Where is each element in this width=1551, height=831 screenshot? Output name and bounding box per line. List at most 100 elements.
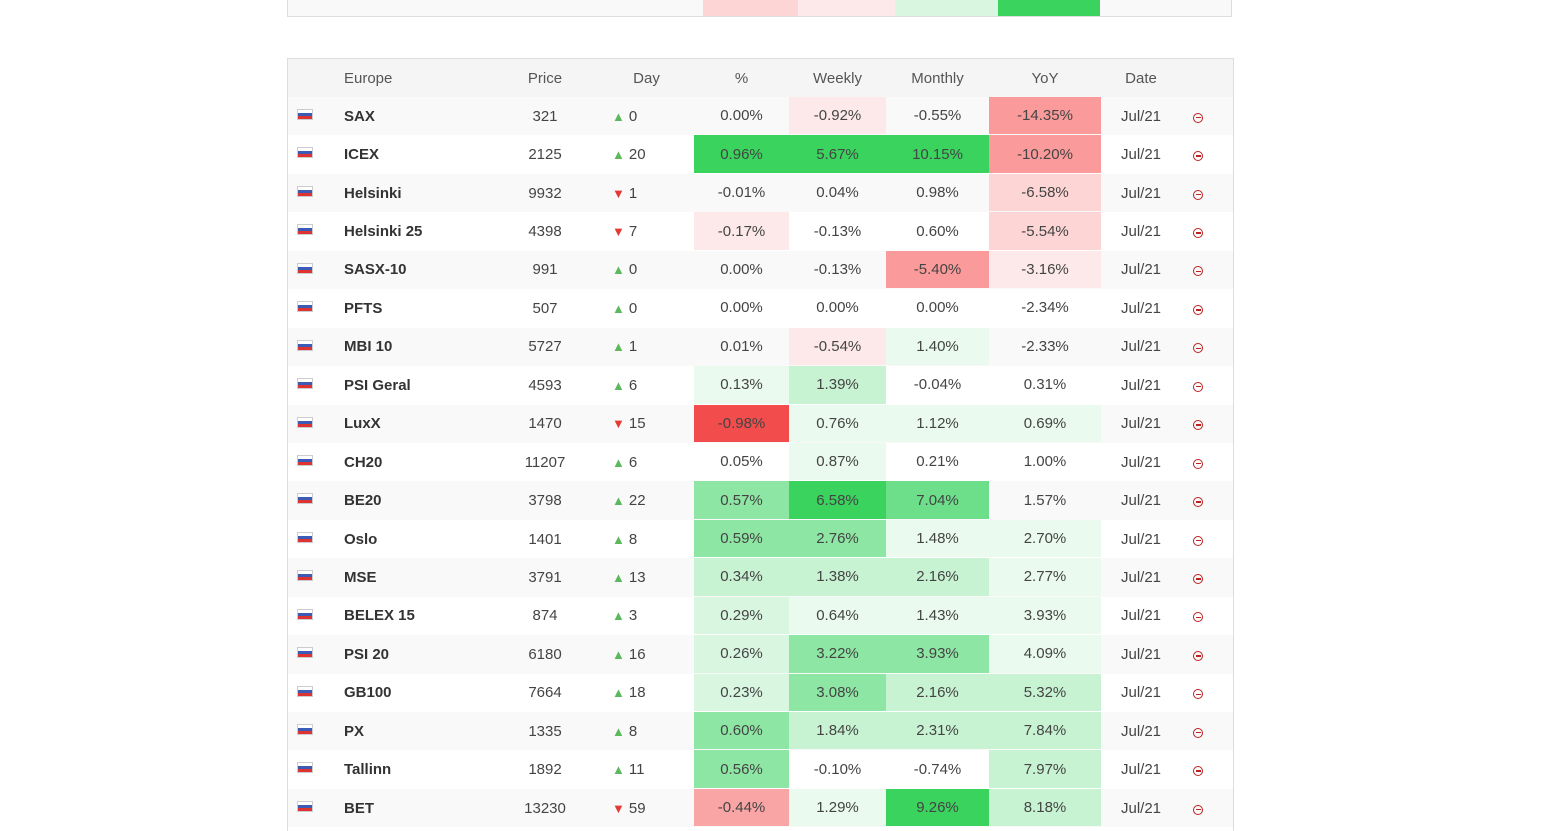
weekly-change: 3.08% <box>789 673 886 712</box>
remove-button[interactable] <box>1193 535 1203 546</box>
yoy-change: 7.97% <box>989 750 1101 788</box>
table-row: SASX-10 991 ▲ 0 0.00% -0.13% -5.40% -3.16% Jul/2… <box>287 250 1234 291</box>
yoy-change: 8.18% <box>989 788 1101 827</box>
day-change: ▲ 0 <box>599 251 707 289</box>
monthly-change: 1.43% <box>886 596 989 635</box>
weekly-change: 0.04% <box>816 184 859 202</box>
weekly-change: 0.64% <box>789 596 886 635</box>
remove-button[interactable] <box>1193 420 1203 431</box>
remove-button[interactable] <box>1193 228 1203 239</box>
remove-cell <box>1181 712 1244 750</box>
column-header: Date <box>1125 70 1157 87</box>
column-header: Monthly <box>911 70 964 87</box>
date: Jul/21 <box>1120 722 1162 740</box>
monthly-change: 1.48% <box>886 519 989 558</box>
day-change: ▲ 8 <box>599 520 707 558</box>
flag-icon <box>297 570 313 582</box>
day-change: ▲ 8 <box>599 712 707 750</box>
remove-button[interactable] <box>1193 304 1203 315</box>
pct-change: 0.01% <box>720 337 763 355</box>
day-value: 11 <box>628 761 645 779</box>
index-name: CH20 <box>344 453 383 471</box>
table-row: CH20 11207 ▲ 6 0.05% 0.87% 0.21% 1.00% Jul/21 <box>287 442 1234 483</box>
day-change: ▲ 22 <box>599 481 707 519</box>
date: Jul/21 <box>1120 299 1162 317</box>
remove-button[interactable] <box>1193 689 1203 700</box>
remove-cell <box>1181 481 1244 519</box>
day-value: 0 <box>628 107 638 125</box>
date: Jul/21 <box>1120 415 1162 433</box>
flag-icon <box>297 185 313 197</box>
remove-button[interactable] <box>1193 112 1203 123</box>
trend-arrow: ▲ <box>612 531 625 547</box>
date: Jul/21 <box>1120 761 1162 779</box>
heat-cell <box>703 0 798 16</box>
remove-button[interactable] <box>1193 650 1203 661</box>
weekly-change: 1.29% <box>789 788 886 827</box>
yoy-change: -3.16% <box>989 250 1101 289</box>
day-change: ▲ 6 <box>599 443 707 481</box>
pct-change: 0.00% <box>720 260 763 278</box>
remove-button[interactable] <box>1193 804 1203 815</box>
price: 507 <box>532 299 558 317</box>
remove-button[interactable] <box>1193 189 1203 200</box>
day-value: 13 <box>628 568 646 586</box>
pct-change: 0.13% <box>694 366 789 404</box>
remove-button[interactable] <box>1193 497 1203 508</box>
day-value: 18 <box>628 684 646 702</box>
column-header: Europe <box>344 70 393 87</box>
trend-arrow: ▲ <box>612 723 625 739</box>
flag-icon <box>297 608 313 620</box>
column-header: Price <box>527 70 563 87</box>
yoy-change: 7.84% <box>989 712 1101 750</box>
table-row: GB100 7664 ▲ 18 0.23% 3.08% 2.16% 5.32% Jul/21 <box>287 673 1234 714</box>
day-change: ▼ 7 <box>599 212 707 250</box>
weekly-change: 0.00% <box>816 299 859 317</box>
day-change: ▲ 16 <box>599 635 707 673</box>
pct-change: 0.05% <box>720 453 763 471</box>
index-name: PSI 20 <box>344 645 390 663</box>
remove-cell <box>1181 789 1244 827</box>
heat-cell <box>895 0 998 16</box>
remove-button[interactable] <box>1193 458 1203 469</box>
index-name: MBI 10 <box>344 338 393 356</box>
remove-button[interactable] <box>1193 573 1203 584</box>
trend-arrow: ▲ <box>612 300 625 316</box>
trend-arrow: ▲ <box>612 493 625 509</box>
index-name: SAX <box>344 107 375 125</box>
table-row: PFTS 507 ▲ 0 0.00% 0.00% 0.00% -2.34% Jul/21 <box>287 289 1234 329</box>
remove-button[interactable] <box>1193 343 1203 354</box>
remove-button[interactable] <box>1193 266 1203 277</box>
yoy-change: 4.09% <box>989 635 1101 673</box>
flag-icon <box>297 762 313 774</box>
remove-button[interactable] <box>1193 766 1203 777</box>
price: 4398 <box>528 223 562 241</box>
day-change: ▲ 3 <box>599 597 707 635</box>
day-value: 8 <box>628 722 638 740</box>
remove-button[interactable] <box>1193 381 1203 392</box>
table-row: BELEX 15 874 ▲ 3 0.29% 0.64% 1.43% 3.93% Jul/21 <box>287 596 1234 637</box>
remove-button[interactable] <box>1193 151 1203 162</box>
day-value: 0 <box>628 299 638 317</box>
trend-arrow: ▼ <box>612 800 625 816</box>
monthly-change: 0.98% <box>916 184 959 202</box>
flag-icon <box>297 339 313 351</box>
monthly-change: 3.93% <box>886 635 989 673</box>
trend-arrow: ▲ <box>612 377 625 393</box>
index-name: SASX-10 <box>344 261 407 279</box>
remove-button[interactable] <box>1193 727 1203 738</box>
flag-icon <box>297 416 313 428</box>
monthly-change: 1.12% <box>886 404 989 442</box>
heat-cell <box>998 0 1100 16</box>
remove-button[interactable] <box>1193 612 1203 623</box>
yoy-change: 2.70% <box>989 519 1101 558</box>
remove-cell <box>1181 635 1244 673</box>
yoy-change: -6.58% <box>989 173 1101 212</box>
trend-arrow: ▼ <box>612 224 625 240</box>
yoy-change: -2.34% <box>1021 299 1069 317</box>
price: 13230 <box>524 799 566 817</box>
heat-cell <box>798 0 895 16</box>
day-change: ▲ 0 <box>599 289 707 327</box>
table-row: SAX 321 ▲ 0 0.00% -0.92% -0.55% -14.35% Jul/21 <box>287 97 1234 137</box>
monthly-change: 2.31% <box>886 712 989 750</box>
